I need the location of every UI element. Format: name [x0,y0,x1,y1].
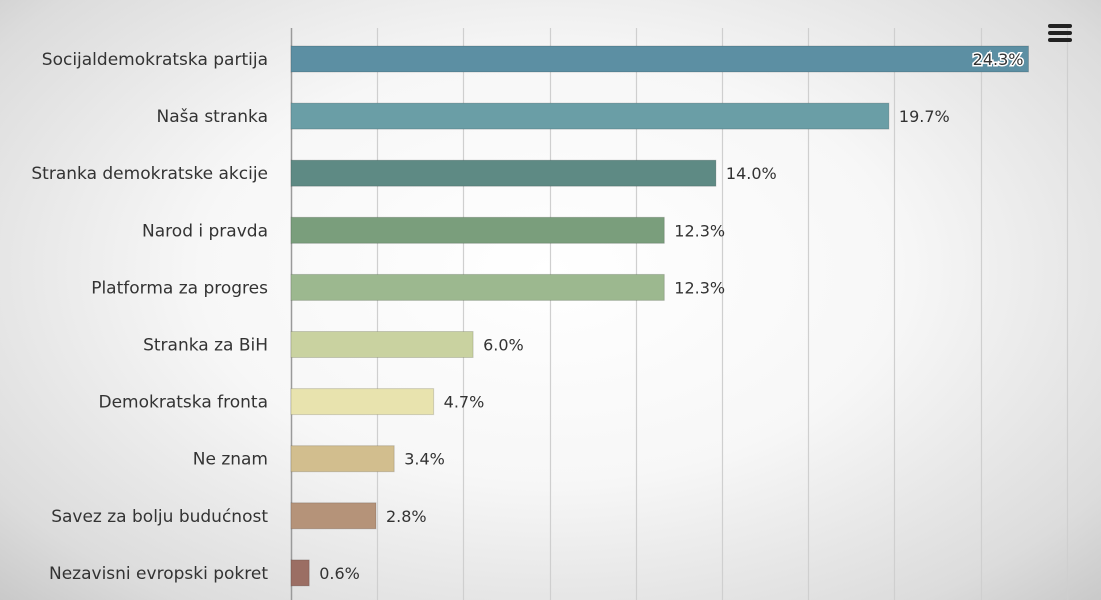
value-label: 2.8% [386,507,427,526]
bar[interactable] [290,502,377,530]
category-label: Nezavisni evropski pokret [49,564,268,584]
bar[interactable] [290,388,435,416]
category-label: Stranka za BiH [143,336,268,356]
value-label: 0.6% [319,564,360,583]
value-label: 4.7% [444,393,485,412]
value-labels: 24.3% 19.7% 14.0% 12.3% 12.3% 6.0% 4.7% 3.4% 2.8… [319,49,1025,583]
value-label: 6.0% [483,336,524,355]
value-label: 14.0% [726,164,777,183]
menu-line [1048,38,1072,42]
menu-line [1048,24,1072,28]
value-label: 12.3% [674,221,725,240]
category-label: Socijaldemokratska partija [42,50,268,70]
category-label: Naša stranka [157,107,268,127]
category-label: Ne znam [193,450,268,470]
bar[interactable] [290,331,474,358]
menu-line [1048,31,1072,35]
category-labels: Socijaldemokratska partija Naša stranka St… [31,50,268,584]
bar[interactable] [290,273,665,301]
hamburger-menu-icon[interactable] [1043,18,1077,48]
category-label: Narod i pravda [142,221,268,241]
bar[interactable] [290,45,1030,73]
value-label: 19.7% [899,107,950,126]
bar[interactable] [290,159,717,187]
bar[interactable] [290,216,665,244]
value-label: 24.3% [973,50,1024,69]
category-label: Savez za bolju budućnost [51,507,268,527]
bars [290,45,1030,587]
category-label: Platforma za progres [91,278,268,298]
bar[interactable] [290,559,310,587]
value-label: 12.3% [674,278,725,297]
bar[interactable] [290,102,890,130]
value-label: 3.4% [404,450,445,469]
category-label: Stranka demokratske akcije [31,164,268,184]
bar[interactable] [290,445,395,473]
category-label: Demokratska fronta [98,393,268,413]
